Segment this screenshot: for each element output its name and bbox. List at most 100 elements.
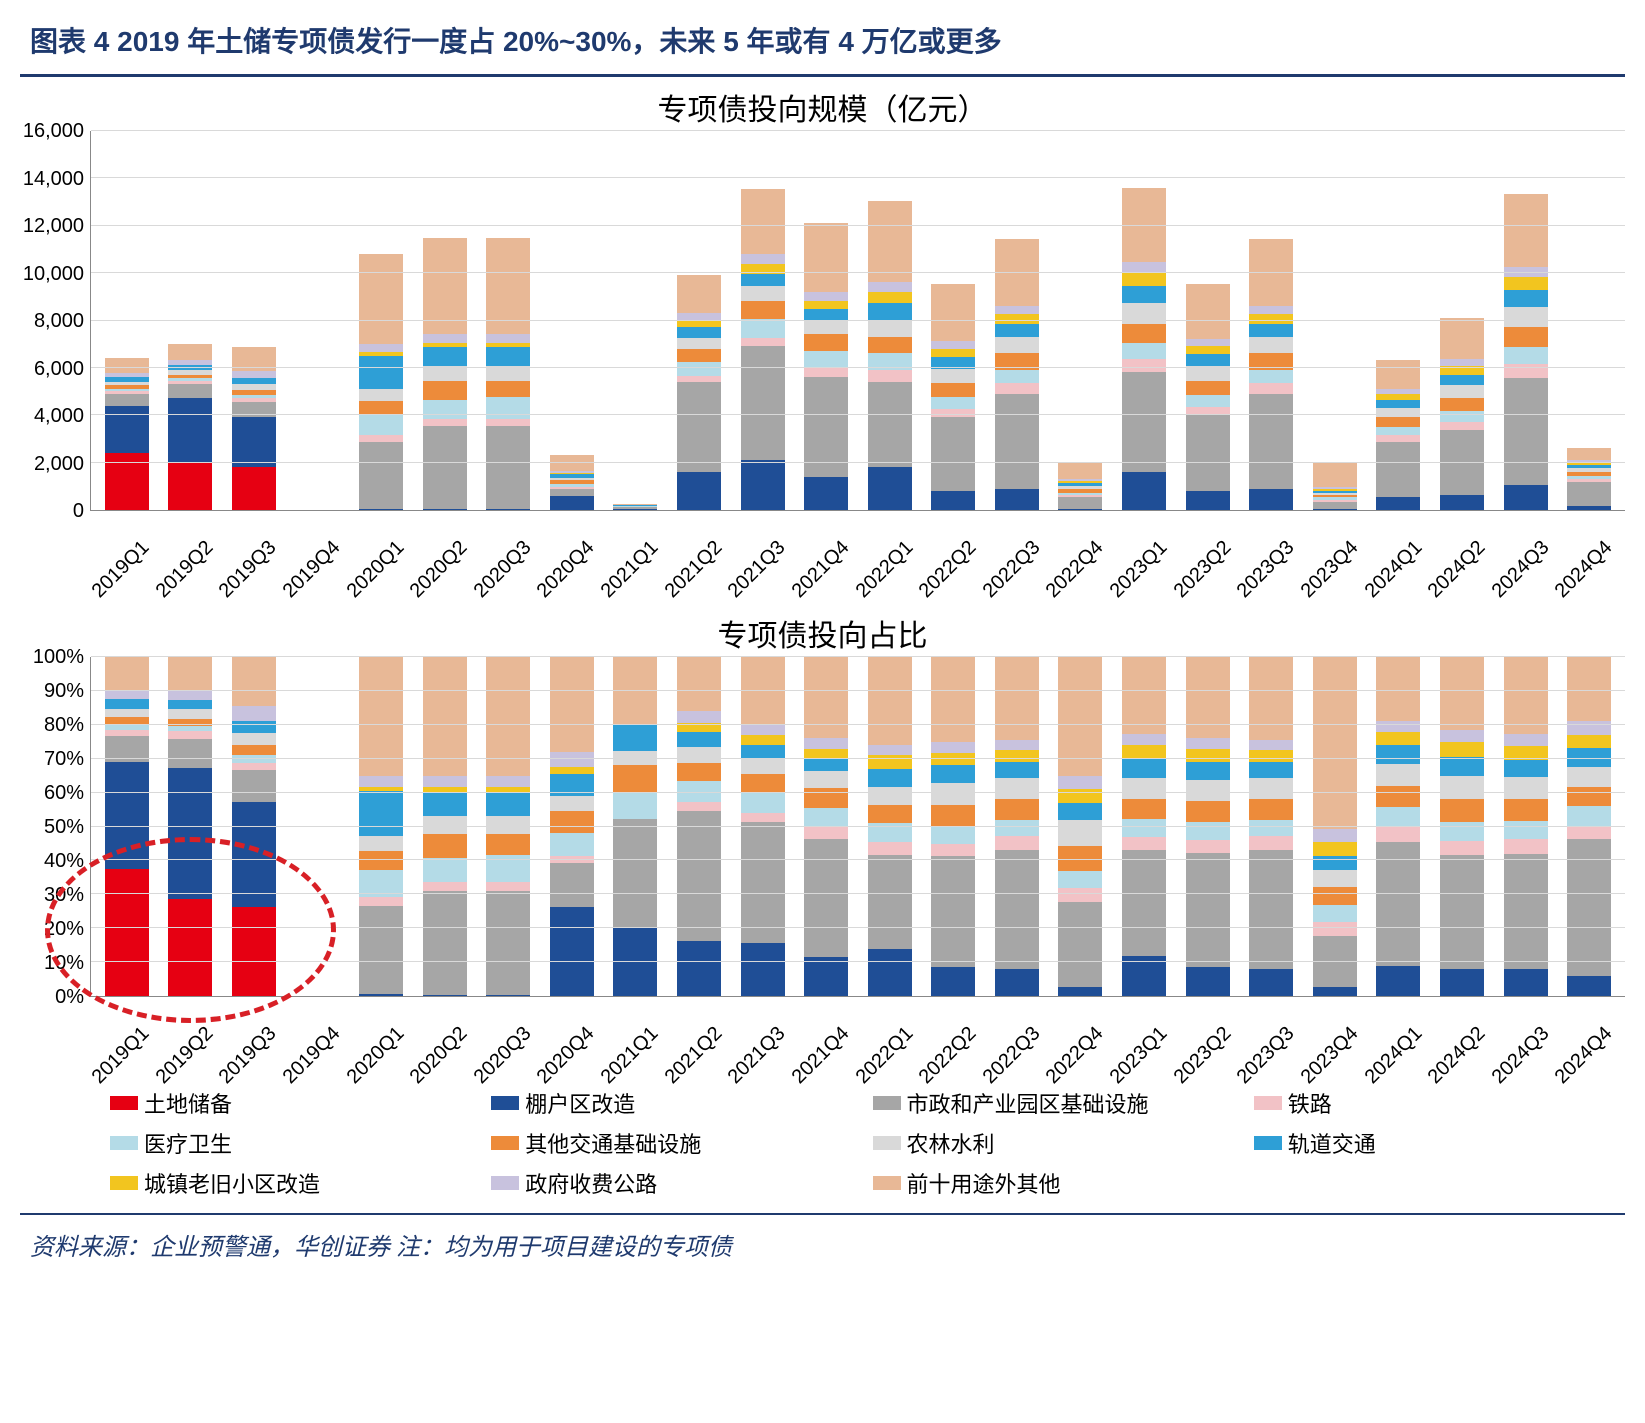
bar-segment-tollroad	[105, 691, 149, 699]
bar-segment-rail	[359, 897, 403, 906]
bar-segment-health	[1122, 343, 1166, 360]
bar-segment-other	[550, 455, 594, 470]
bar-segment-agri	[1058, 820, 1102, 846]
bar-column	[798, 657, 854, 996]
bar-segment-tollroad	[423, 334, 467, 342]
bar-segment-rail	[1440, 422, 1484, 430]
bar-segment-rail	[359, 435, 403, 442]
bar-segment-agri	[677, 338, 721, 349]
bar-column	[163, 657, 219, 996]
bar-segment-metro	[995, 762, 1039, 778]
bar-segment-metro	[1376, 400, 1420, 408]
bar-segment-health	[995, 370, 1039, 383]
bar-segment-transport	[1122, 799, 1166, 819]
bar-segment-transport	[550, 811, 594, 833]
legend-item-oldtown: 城镇老旧小区改造	[110, 1167, 481, 1199]
legend-swatch	[110, 1136, 138, 1150]
bar-segment-tollroad	[931, 341, 975, 348]
bar-segment-agri	[105, 709, 149, 717]
bar-column	[290, 657, 346, 996]
legend-swatch	[1254, 1096, 1282, 1110]
bar-segment-rail	[995, 836, 1039, 849]
bar-column	[1371, 657, 1427, 996]
bar-segment-metro	[804, 309, 848, 320]
bar-segment-shanty	[1122, 472, 1166, 510]
bar-segment-metro	[741, 274, 785, 286]
gridline	[91, 320, 1625, 321]
bar-segment-rail	[931, 409, 975, 417]
bar-segment-tollroad	[741, 254, 785, 265]
gridline	[91, 177, 1625, 178]
bar-segment-transport	[613, 765, 657, 792]
bar-segment-health	[741, 793, 785, 813]
bar-segment-tollroad	[868, 282, 912, 292]
bar-segment-oldtown	[550, 767, 594, 774]
bar-segment-rail	[868, 842, 912, 855]
legend-swatch	[873, 1136, 901, 1150]
bar-segment-agri	[1504, 777, 1548, 799]
bar-segment-transport	[931, 383, 975, 397]
legend-label: 农林水利	[907, 1127, 995, 1159]
bar-segment-agri	[359, 836, 403, 852]
bar-column	[926, 657, 982, 996]
gridline	[91, 272, 1625, 273]
bar-segment-muni	[995, 394, 1039, 489]
bar-segment-other	[168, 656, 212, 690]
chart1-bars	[91, 131, 1625, 510]
bar-segment-transport	[741, 774, 785, 793]
bar-segment-rail	[232, 763, 276, 770]
bar-segment-shanty	[931, 967, 975, 996]
bar-segment-transport	[423, 381, 467, 400]
x-label: 2024Q4	[1576, 997, 1645, 1099]
bar-segment-health	[741, 319, 785, 338]
bar-segment-rail	[1249, 836, 1293, 849]
bar-segment-rail	[1440, 841, 1484, 856]
bar-segment-health	[1440, 411, 1484, 422]
bar-segment-tollroad	[232, 371, 276, 378]
gridline	[91, 130, 1625, 131]
bar-segment-tollroad	[486, 776, 530, 786]
bar-stack	[931, 284, 975, 510]
bar-stack	[550, 455, 594, 510]
bar-segment-metro	[931, 765, 975, 783]
bar-segment-health	[1122, 819, 1166, 837]
bar-segment-muni	[359, 906, 403, 994]
bar-segment-tollroad	[1122, 262, 1166, 273]
bar-segment-rail	[804, 368, 848, 378]
bar-column	[862, 657, 918, 996]
bar-segment-transport	[1313, 887, 1357, 904]
bar-column	[1307, 657, 1363, 996]
bar-segment-transport	[741, 301, 785, 319]
bar-segment-health	[1376, 427, 1420, 435]
bar-segment-muni	[1567, 482, 1611, 507]
bar-column	[1053, 131, 1109, 510]
bar-segment-oldtown	[1249, 750, 1293, 762]
bar-segment-muni	[868, 382, 912, 468]
bar-segment-tollroad	[995, 740, 1039, 750]
bar-segment-other	[677, 656, 721, 711]
bar-segment-transport	[804, 334, 848, 351]
bar-segment-shanty	[741, 460, 785, 510]
bar-segment-rail	[1376, 826, 1420, 842]
bar-segment-rail	[423, 882, 467, 891]
bar-segment-rail	[1567, 826, 1611, 839]
bar-segment-shanty	[1504, 969, 1548, 996]
bar-column	[608, 131, 664, 510]
legend: 土地储备棚户区改造市政和产业园区基础设施铁路医疗卫生其他交通基础设施农林水利轨道…	[110, 1087, 1625, 1199]
bar-segment-shanty	[1504, 485, 1548, 510]
bar-segment-other	[1376, 360, 1420, 389]
legend-item-other: 前十用途外其他	[873, 1167, 1244, 1199]
bar-segment-tollroad	[1122, 734, 1166, 745]
bar-segment-health	[677, 362, 721, 376]
bar-segment-tollroad	[1058, 776, 1102, 790]
bar-segment-tollroad	[1440, 359, 1484, 366]
gridline	[91, 792, 1625, 793]
bar-segment-rail	[677, 802, 721, 811]
bar-segment-rail	[423, 419, 467, 426]
bar-segment-metro	[995, 324, 1039, 337]
bar-segment-health	[613, 792, 657, 819]
bar-segment-oldtown	[995, 750, 1039, 762]
bar-segment-rail	[931, 844, 975, 857]
bar-segment-muni	[1186, 415, 1230, 491]
bar-segment-shanty	[677, 941, 721, 996]
